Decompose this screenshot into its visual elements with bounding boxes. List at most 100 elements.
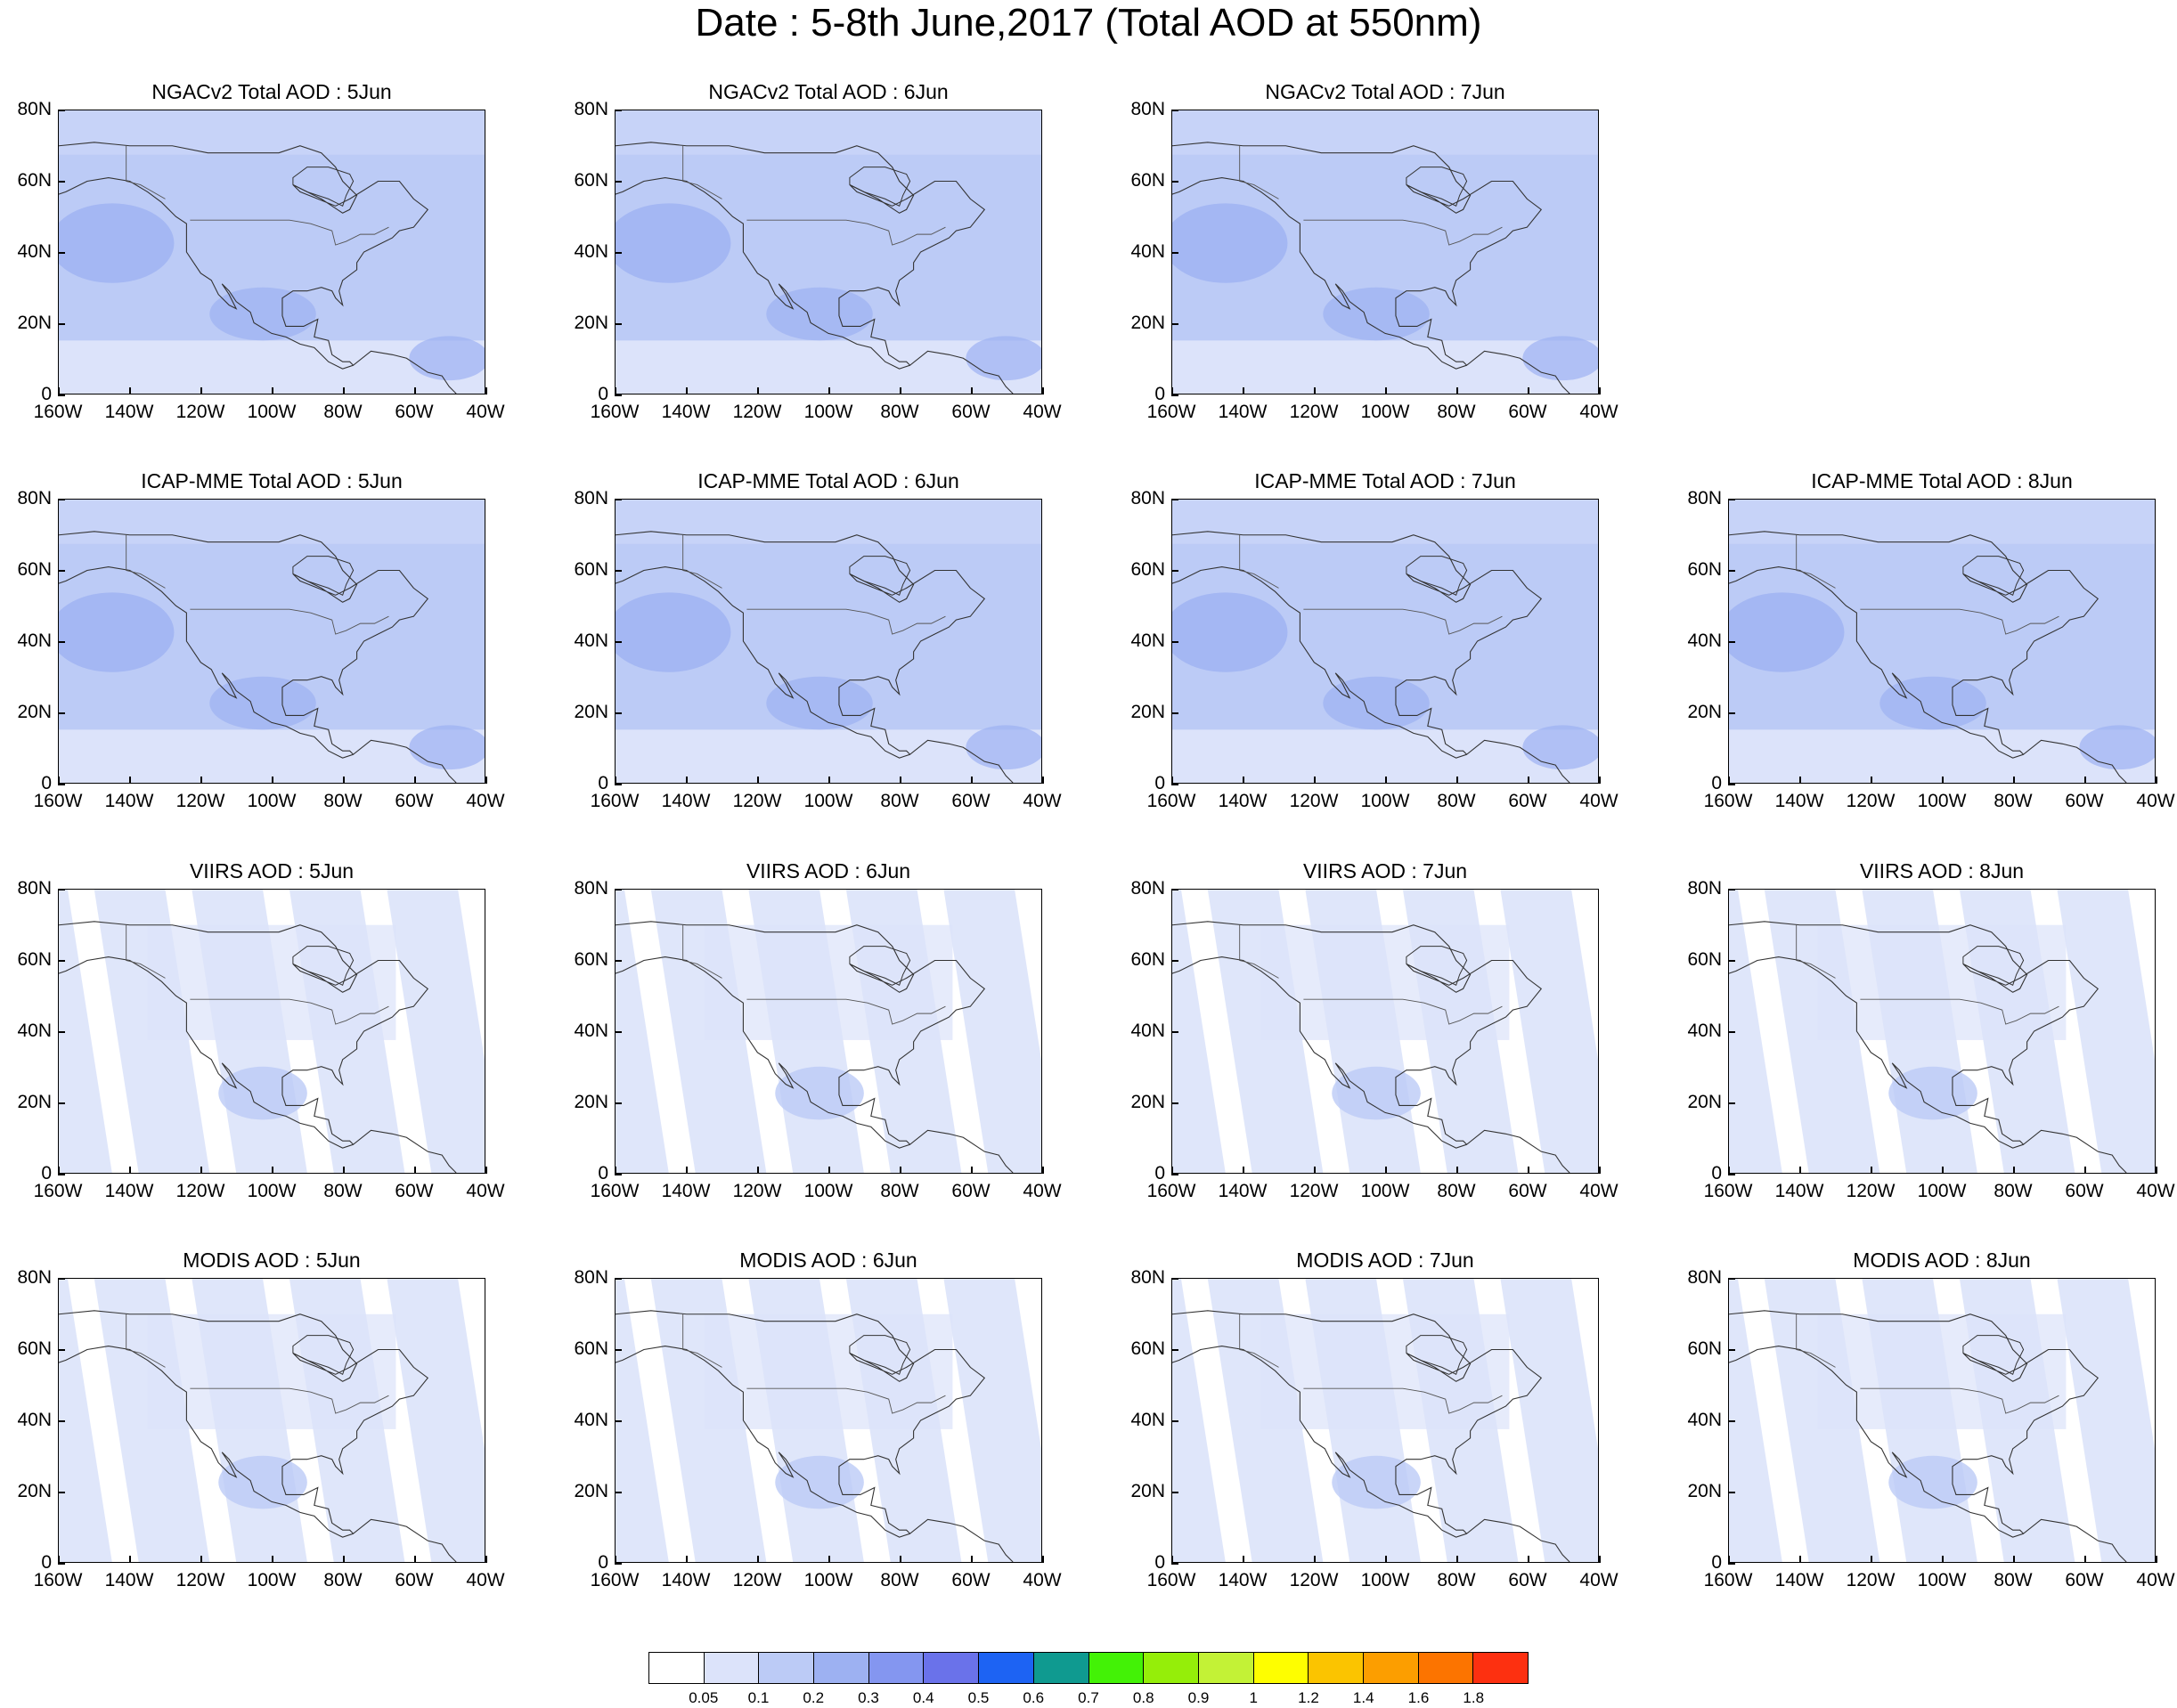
y-tick-label: 40N xyxy=(1687,630,1722,651)
colorbar-cell xyxy=(979,1653,1034,1683)
x-tick-label: 160W xyxy=(590,402,640,422)
colorbar-cell xyxy=(1033,1653,1089,1683)
x-tick-mark xyxy=(1243,1556,1244,1563)
y-tick-label: 20N xyxy=(1687,1481,1722,1501)
y-tick-label: 20N xyxy=(1130,702,1165,722)
x-tick-label: 140W xyxy=(1218,791,1268,811)
x-tick-label: 40W xyxy=(2136,1570,2175,1590)
panel-title: NGACv2 Total AOD : 7Jun xyxy=(1265,80,1505,103)
map-field xyxy=(1172,110,1598,394)
x-tick-mark xyxy=(200,387,202,394)
x-tick-mark xyxy=(1728,1167,1730,1174)
y-tick-mark xyxy=(58,252,65,254)
aod-map xyxy=(58,499,485,784)
y-tick-mark xyxy=(1728,1563,1735,1565)
colorbar-cell xyxy=(1309,1653,1364,1683)
y-tick-label: 80N xyxy=(574,488,608,508)
x-tick-mark xyxy=(828,1167,830,1174)
map-field xyxy=(1172,1279,1598,1562)
x-tick-mark xyxy=(1171,1167,1173,1174)
y-tick-mark xyxy=(1171,1492,1178,1493)
y-tick-label: 40N xyxy=(574,241,608,262)
x-tick-label: 60W xyxy=(395,402,434,422)
x-tick-label: 80W xyxy=(880,791,919,811)
y-tick-label: 40N xyxy=(17,1021,52,1041)
x-tick-mark xyxy=(615,1167,616,1174)
x-tick-mark xyxy=(1456,387,1458,394)
colorbar-cell xyxy=(1253,1653,1309,1683)
y-tick-mark xyxy=(58,181,65,183)
aod-map xyxy=(58,889,485,1174)
y-tick-label: 0 xyxy=(41,1163,52,1183)
panel-title: NGACv2 Total AOD : 6Jun xyxy=(708,80,949,103)
x-tick-label: 100W xyxy=(1360,1570,1410,1590)
x-tick-label: 160W xyxy=(1703,1181,1753,1201)
x-tick-label: 40W xyxy=(466,1570,505,1590)
y-tick-label: 60N xyxy=(1130,559,1165,580)
colorbar-label: 0.8 xyxy=(1132,1689,1154,1706)
y-tick-mark xyxy=(615,110,622,111)
x-tick-label: 140W xyxy=(1774,1570,1824,1590)
y-tick-mark xyxy=(58,323,65,325)
colorbar-label: 0.1 xyxy=(747,1689,770,1706)
x-tick-mark xyxy=(971,387,973,394)
y-tick-label: 60N xyxy=(574,949,608,970)
x-tick-mark xyxy=(1314,387,1316,394)
map-field xyxy=(1729,1279,2155,1562)
y-tick-mark xyxy=(1171,1102,1178,1104)
x-tick-label: 40W xyxy=(1579,1181,1618,1201)
x-tick-label: 80W xyxy=(323,791,363,811)
x-tick-label: 120W xyxy=(732,402,782,422)
x-tick-mark xyxy=(1871,1167,1872,1174)
x-tick-label: 100W xyxy=(803,1181,853,1201)
map-panel: NGACv2 Total AOD : 7Jun 80N 60N 40N 20N 0 160W… xyxy=(1113,80,1648,436)
aod-map xyxy=(1171,499,1599,784)
x-tick-label: 80W xyxy=(1437,791,1476,811)
y-tick-label: 0 xyxy=(1711,773,1722,793)
panel-title: ICAP-MME Total AOD : 5Jun xyxy=(141,469,403,492)
x-tick-label: 120W xyxy=(175,1181,225,1201)
x-tick-label: 120W xyxy=(732,791,782,811)
y-tick-label: 0 xyxy=(598,773,608,793)
x-tick-label: 40W xyxy=(1023,1570,1062,1590)
y-tick-mark xyxy=(58,784,65,785)
x-tick-mark xyxy=(1314,1556,1316,1563)
x-tick-mark xyxy=(757,777,759,784)
y-tick-label: 80N xyxy=(1130,99,1165,119)
y-tick-mark xyxy=(615,181,622,183)
x-tick-mark xyxy=(2156,777,2157,784)
x-tick-label: 100W xyxy=(1917,1181,1967,1201)
x-tick-label: 60W xyxy=(1508,1181,1547,1201)
x-tick-label: 100W xyxy=(803,1570,853,1590)
map-field xyxy=(1729,500,2155,783)
y-tick-mark xyxy=(615,1563,622,1565)
aod-map xyxy=(615,1278,1042,1563)
x-tick-mark xyxy=(58,1167,60,1174)
y-tick-mark xyxy=(1171,323,1178,325)
aod-map xyxy=(1728,1278,2156,1563)
x-tick-label: 80W xyxy=(1437,1181,1476,1201)
colorbar-cell xyxy=(704,1653,760,1683)
map-panel: VIIRS AOD : 6Jun 80N 60N 40N 20N 0 160W 140W 120… xyxy=(557,859,1091,1216)
x-tick-mark xyxy=(1042,1556,1044,1563)
x-tick-mark xyxy=(1243,1167,1244,1174)
x-tick-label: 80W xyxy=(880,402,919,422)
colorbar-label: 1 xyxy=(1249,1689,1258,1706)
x-tick-mark xyxy=(1171,777,1173,784)
x-tick-label: 80W xyxy=(1994,1181,2033,1201)
x-tick-mark xyxy=(900,1556,901,1563)
panel-title: VIIRS AOD : 7Jun xyxy=(1302,859,1468,882)
x-tick-label: 160W xyxy=(590,1570,640,1590)
x-tick-mark xyxy=(2013,1556,2015,1563)
x-tick-label: 40W xyxy=(1579,402,1618,422)
y-tick-label: 20N xyxy=(1687,702,1722,722)
x-tick-label: 120W xyxy=(1289,402,1339,422)
y-tick-label: 60N xyxy=(574,1338,608,1359)
panel-title: ICAP-MME Total AOD : 7Jun xyxy=(1254,469,1516,492)
map-panel: NGACv2 Total AOD : 5Jun 80N 60N 40N 20N 0 160W… xyxy=(0,80,534,436)
x-tick-mark xyxy=(1456,777,1458,784)
panel-title: VIIRS AOD : 5Jun xyxy=(189,859,355,882)
colorbar-label: 0.7 xyxy=(1078,1689,1099,1706)
x-tick-mark xyxy=(828,777,830,784)
y-tick-label: 40N xyxy=(17,241,52,262)
